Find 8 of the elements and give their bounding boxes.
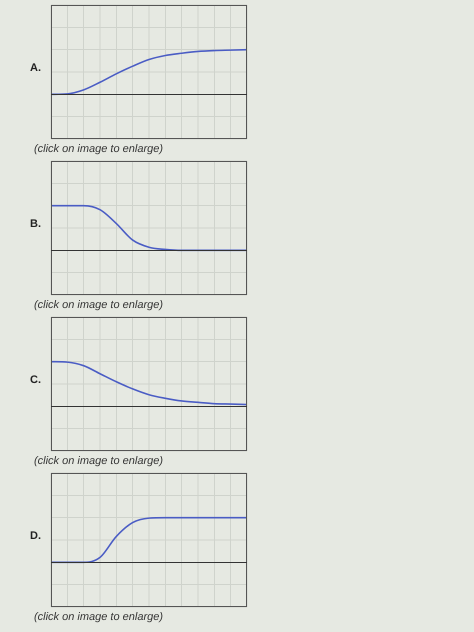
text: C. bbox=[30, 374, 41, 386]
text: B. bbox=[30, 218, 41, 230]
text: (click on image to enlarge) bbox=[34, 299, 164, 311]
text: A. bbox=[30, 62, 41, 74]
text: (click on image to enlarge) bbox=[34, 143, 164, 155]
text: D. bbox=[30, 530, 41, 542]
text: (click on image to enlarge) bbox=[34, 455, 164, 467]
text: (click on image to enlarge) bbox=[34, 611, 164, 623]
